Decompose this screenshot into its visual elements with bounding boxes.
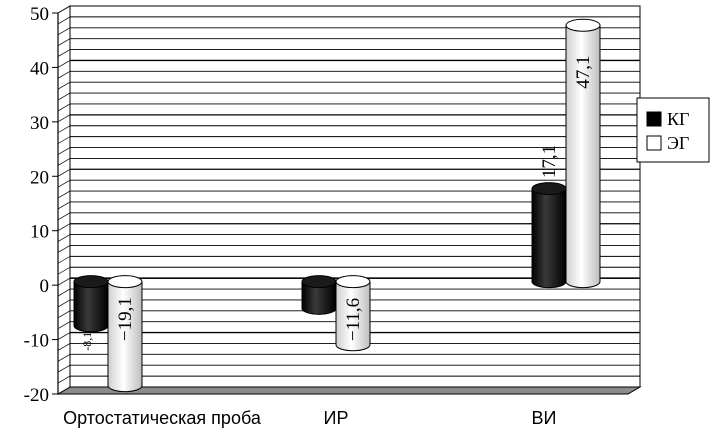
grid-line-side xyxy=(57,332,71,340)
y-tick-label: 40 xyxy=(30,58,49,79)
bar-body xyxy=(73,281,109,333)
bar-cap xyxy=(531,182,567,196)
grid-line-side xyxy=(57,310,71,319)
grid-line-side xyxy=(57,288,71,297)
bar xyxy=(107,275,143,393)
x-category-label: ВИ xyxy=(532,408,557,428)
grid-line-side xyxy=(57,299,71,308)
data-label: −11,6 xyxy=(343,298,364,341)
grid-line-side xyxy=(57,81,71,90)
grid-line-side xyxy=(57,38,71,46)
bar xyxy=(531,182,567,289)
grid-line-side xyxy=(57,158,71,166)
grid-line-side xyxy=(57,354,71,362)
bar-cap xyxy=(301,275,337,289)
bar-body xyxy=(335,281,371,352)
legend-swatch-eg xyxy=(646,135,662,151)
bar-body xyxy=(531,188,567,289)
y-tick-label: 30 xyxy=(30,113,49,134)
grid-line-side xyxy=(57,277,71,286)
bar-body xyxy=(565,24,601,289)
grid-line-side xyxy=(57,136,71,144)
grid-line-side xyxy=(57,92,71,101)
grid-line-side xyxy=(57,147,71,155)
y-tick-label: 10 xyxy=(30,222,49,243)
grid-line-side xyxy=(57,375,71,384)
legend: КГ ЭГ xyxy=(636,97,710,163)
grid-line-side xyxy=(57,234,71,242)
bar-cap xyxy=(73,275,109,289)
y-axis-ticks: 50 40 30 20 10 0 -10 -20 xyxy=(24,4,58,406)
grid-line-side xyxy=(57,60,71,68)
y-tick-label: -20 xyxy=(24,385,49,406)
grid-line-side xyxy=(57,49,71,57)
grid-line-side xyxy=(57,223,71,232)
grid-line-side xyxy=(57,256,71,264)
y-tick-label: 50 xyxy=(30,4,49,25)
bar-cap xyxy=(107,275,143,289)
bar-body xyxy=(107,281,143,393)
bar xyxy=(335,275,371,352)
grid-line-side xyxy=(57,321,71,329)
data-label: -8,1 xyxy=(80,332,94,351)
data-labels: -8,1 17,1 −19,1 −11,6 47,1 xyxy=(80,56,594,351)
y-tick-label: 20 xyxy=(30,167,49,188)
data-label: −19,1 xyxy=(115,297,136,341)
bar xyxy=(565,18,601,289)
y-tick-label: 0 xyxy=(40,276,50,297)
legend-label-kg: КГ xyxy=(667,109,689,129)
grid-line-side xyxy=(57,212,71,221)
x-category-label: ИР xyxy=(324,408,349,428)
legend-label-eg: ЭГ xyxy=(667,133,689,153)
x-axis-categories: Ортостатическая проба ИР ВИ xyxy=(63,408,556,428)
grid-line-side xyxy=(57,71,71,79)
grid-line-side xyxy=(57,245,71,253)
grid-line-side xyxy=(57,103,71,112)
grid-line-side xyxy=(57,201,71,210)
data-label: 17,1 xyxy=(539,145,560,178)
legend-swatch-kg xyxy=(646,111,662,127)
legend-box xyxy=(636,97,710,163)
floor xyxy=(56,386,642,395)
grid-line-side xyxy=(57,27,71,36)
bar-cap xyxy=(335,275,371,289)
grid-line-side xyxy=(57,266,71,275)
bar xyxy=(73,275,109,333)
grid-line-side xyxy=(57,190,71,199)
grid-line-side xyxy=(57,16,71,25)
grid-line-side xyxy=(57,179,71,188)
y-tick-label: -10 xyxy=(24,331,49,352)
grid-line-side xyxy=(57,114,71,123)
grid-line-side xyxy=(57,125,71,134)
grid-line-side xyxy=(57,168,71,177)
grid-line-side xyxy=(57,364,71,373)
x-category-label: Ортостатическая проба xyxy=(63,408,262,428)
bars xyxy=(73,18,601,393)
data-label: 47,1 xyxy=(573,56,594,89)
bar xyxy=(301,275,337,315)
bar-cap xyxy=(565,18,601,32)
grid-line-side xyxy=(57,343,71,351)
